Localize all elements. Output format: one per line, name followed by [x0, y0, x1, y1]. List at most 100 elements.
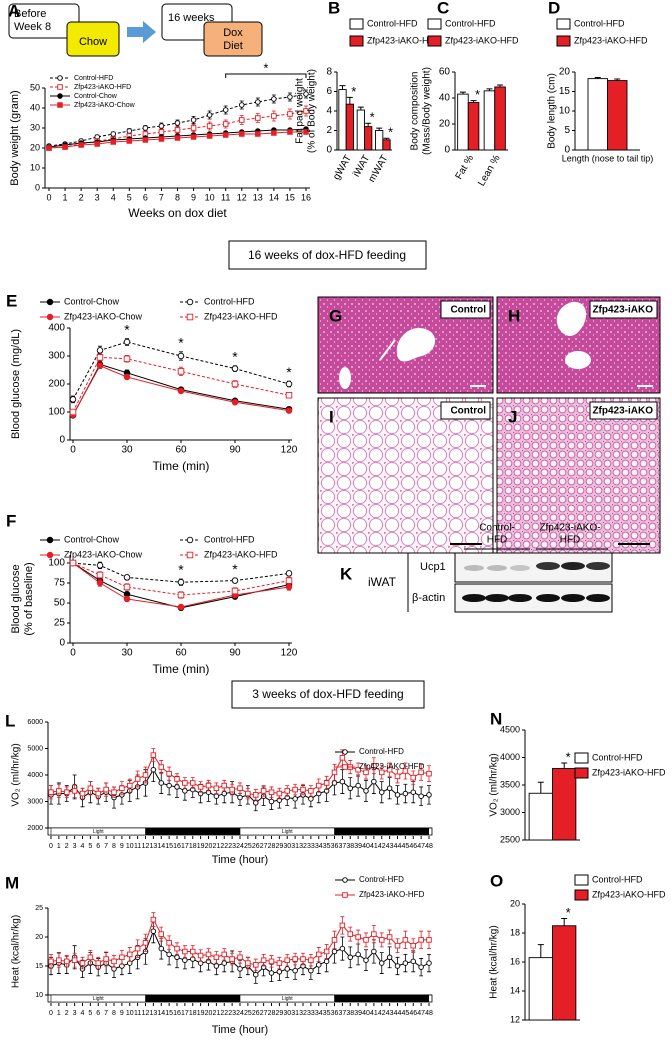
legend-marker — [57, 93, 63, 99]
x-tick-label: gWAT — [331, 153, 354, 182]
marker — [339, 755, 346, 761]
x-tick-label: 7 — [159, 192, 164, 202]
marker — [174, 945, 180, 952]
vessel — [396, 328, 436, 362]
marker — [260, 957, 267, 963]
marker — [410, 942, 417, 949]
x-tick-label: 25 — [244, 1010, 252, 1017]
marker — [292, 796, 298, 802]
legend-label: Control-HFD — [204, 296, 255, 306]
marker — [96, 579, 104, 587]
marker — [150, 916, 157, 923]
y-tick-label: 75 — [54, 578, 66, 589]
band — [510, 565, 530, 571]
bar — [607, 80, 628, 151]
y-tick-label: 6000 — [27, 719, 43, 726]
marker — [158, 136, 165, 142]
marker — [379, 937, 385, 943]
x-tick-label: 26 — [252, 843, 260, 850]
y-tick-label: 400 — [48, 323, 65, 334]
dark-period — [145, 828, 240, 835]
schematic-text: Chow — [79, 36, 107, 48]
series-line — [72, 562, 290, 596]
x-tick-label: 12 — [142, 1010, 150, 1017]
legend-marker — [46, 313, 54, 321]
y-tick-label: 12 — [510, 1014, 520, 1024]
schematic: Before Week 8 Chow 16 weeks Dox Diet — [8, 3, 263, 57]
x-tick-label: 29 — [275, 843, 283, 850]
marker — [222, 107, 229, 113]
error-bar — [497, 84, 504, 87]
legend-marker — [46, 298, 54, 306]
legend-label: Zfp423-iAKO-HFD — [592, 889, 666, 899]
legend-label: Control-HFD — [445, 18, 496, 28]
legend-label: Zfp423-iAKO-HFD — [574, 35, 648, 45]
legend-label: Control-Chow — [64, 296, 120, 306]
y-tick-label: 2500 — [500, 834, 520, 844]
marker — [347, 931, 354, 937]
marker — [292, 956, 298, 962]
x-tick-label: 27 — [260, 1010, 268, 1017]
marker — [119, 785, 125, 792]
vessel — [379, 339, 396, 361]
band — [508, 594, 532, 602]
x-tick-label: 16 — [301, 192, 311, 202]
marker — [394, 792, 401, 798]
marker — [426, 960, 432, 966]
x-tick-label: 44 — [394, 843, 402, 850]
marker — [123, 338, 131, 346]
marker — [150, 928, 157, 934]
marker — [402, 937, 409, 943]
band-label: β-actin — [412, 592, 445, 604]
marker — [303, 129, 309, 135]
marker — [69, 559, 77, 567]
marker — [126, 138, 133, 144]
marker — [255, 99, 261, 105]
error-bar — [561, 762, 568, 769]
panel-letter: A — [8, 1, 20, 20]
section-box — [231, 680, 425, 709]
marker — [271, 130, 277, 136]
marker — [255, 115, 261, 121]
vessel — [565, 351, 591, 369]
y-axis-label: (Mass/Body weight) — [422, 67, 433, 155]
marker — [287, 111, 293, 117]
light-label: Light — [93, 829, 104, 835]
y-tick-label: 4000 — [500, 752, 520, 762]
marker — [394, 773, 401, 780]
legend-label: Control-HFD — [592, 874, 643, 884]
x-tick-label: 15 — [165, 1010, 173, 1017]
marker — [158, 780, 164, 786]
marker — [221, 782, 227, 789]
band — [586, 562, 610, 570]
marker — [308, 788, 314, 794]
marker — [402, 790, 409, 797]
significance-star: * — [351, 84, 356, 99]
marker — [96, 347, 104, 354]
group-label: Control- — [479, 523, 515, 534]
x-tick-label: 23 — [228, 1010, 236, 1017]
marker — [371, 778, 377, 785]
x-tick-label: 14 — [157, 843, 165, 850]
significance-bracket — [225, 73, 307, 78]
x-tick-label: 37 — [338, 843, 346, 850]
legend-marker — [57, 84, 63, 90]
x-tick-label: 40 — [362, 1010, 370, 1017]
group-label: Zfp423-iAKO- — [539, 523, 600, 534]
bar — [364, 126, 373, 151]
marker — [197, 784, 204, 790]
marker — [284, 957, 291, 963]
x-tick-label: 11 — [221, 192, 230, 202]
x-tick-label: 8 — [112, 1010, 116, 1017]
bar — [356, 109, 365, 151]
band — [462, 594, 486, 602]
y-tick-label: 100 — [48, 558, 65, 569]
x-tick-label: 32 — [299, 1010, 307, 1017]
bar — [483, 90, 496, 151]
marker — [238, 131, 245, 137]
y-tick-label: 2 — [326, 125, 332, 136]
marker — [245, 790, 251, 797]
x-tick-label: 47 — [417, 1010, 425, 1017]
marker — [177, 352, 185, 360]
marker — [213, 954, 220, 961]
